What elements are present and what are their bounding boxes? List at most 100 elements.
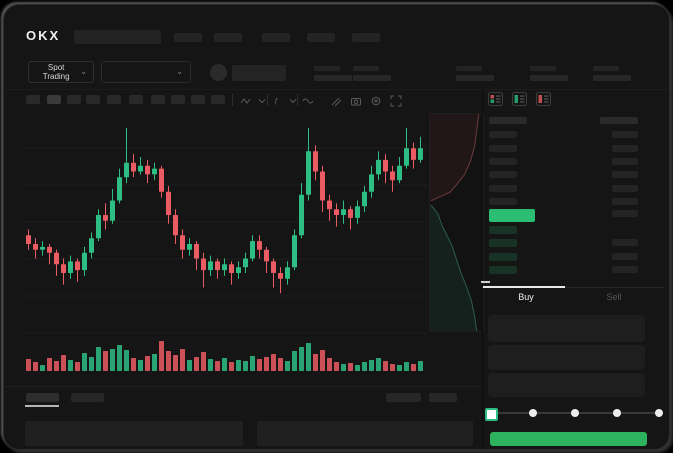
interval-button-placeholder[interactable] [67, 95, 81, 104]
chevron-down-icon: ⌄ [80, 67, 87, 76]
function-icon[interactable]: f [272, 94, 284, 107]
book-all-icon[interactable] [488, 92, 503, 106]
buy-submit-button[interactable] [490, 432, 647, 446]
ask-price-placeholder[interactable] [489, 158, 517, 165]
nav-item-placeholder[interactable] [352, 33, 380, 42]
current-price-bar[interactable] [489, 209, 535, 222]
ticker-stat-placeholder [530, 75, 568, 81]
bid-price-placeholder[interactable] [489, 239, 517, 247]
ticker-stat-placeholder [530, 66, 556, 71]
tab-sell[interactable]: Sell [606, 292, 622, 302]
order-total-input-placeholder[interactable] [488, 373, 645, 397]
ask-price-placeholder[interactable] [489, 198, 517, 205]
bottom-action-placeholder[interactable] [386, 393, 421, 402]
interval-button-placeholder[interactable] [191, 95, 205, 104]
book-asks-icon[interactable] [536, 92, 551, 106]
tab-divider [482, 287, 664, 288]
ask-amount-placeholder[interactable] [612, 158, 638, 165]
draw-tools-icon[interactable] [330, 94, 342, 107]
ticker-stat-placeholder [314, 66, 340, 71]
interval-button-placeholder[interactable] [171, 95, 185, 104]
chevron-down-icon[interactable] [287, 94, 299, 106]
ticker-stat-placeholder [456, 75, 494, 81]
tab-buy[interactable]: Buy [518, 292, 534, 302]
nav-item-placeholder[interactable] [262, 33, 290, 42]
bottom-tab-orders[interactable] [26, 393, 59, 402]
ask-amount-placeholder[interactable] [612, 185, 638, 192]
ask-amount-placeholder[interactable] [612, 210, 638, 217]
bottom-action-placeholder[interactable] [429, 393, 457, 402]
ask-amount-placeholder[interactable] [612, 198, 638, 205]
last-price-tick [481, 281, 490, 283]
order-price-input-placeholder[interactable] [488, 315, 645, 342]
chevron-down-icon[interactable] [256, 94, 268, 106]
ask-amount-placeholder[interactable] [612, 131, 638, 138]
bid-amount-placeholder[interactable] [612, 239, 638, 246]
interval-button-placeholder[interactable] [26, 95, 40, 104]
wave-icon[interactable] [302, 94, 314, 106]
ticker-stat-placeholder [593, 66, 619, 71]
nav-item-placeholder[interactable] [307, 33, 335, 42]
nav-item-placeholder[interactable] [214, 33, 242, 42]
slider-step-dot[interactable] [655, 409, 663, 417]
bottom-tab-history[interactable] [71, 393, 104, 402]
bottom-divider [4, 386, 482, 387]
bottom-active-tab-indicator [25, 405, 59, 407]
topnav-placeholder [74, 30, 161, 44]
settings-icon[interactable] [370, 94, 382, 106]
zigzag-icon[interactable] [240, 94, 252, 106]
ask-amount-placeholder[interactable] [612, 171, 638, 178]
depth-chart-panel [429, 113, 484, 332]
bid-amount-placeholder[interactable] [612, 266, 638, 273]
last-price-placeholder [232, 65, 286, 81]
bottom-content-panel [25, 421, 243, 446]
bid-price-placeholder[interactable] [489, 266, 517, 274]
orderbook-header-placeholder [600, 117, 638, 124]
market-type-label: Spot Trading [42, 63, 70, 81]
header-divider [4, 89, 669, 90]
active-tab-indicator [483, 286, 565, 288]
nav-item-placeholder[interactable] [174, 33, 202, 42]
ask-price-placeholder[interactable] [489, 145, 517, 152]
interval-button-placeholder[interactable] [107, 95, 121, 104]
ask-price-placeholder[interactable] [489, 131, 517, 138]
orderbook-header-placeholder [489, 117, 527, 124]
ticker-stat-placeholder [314, 75, 352, 81]
bottom-content-panel [257, 421, 473, 446]
vertical-divider [482, 85, 483, 449]
slider-step-dot[interactable] [571, 409, 579, 417]
market-type-selector[interactable]: Spot Trading ⌄ [28, 61, 94, 83]
toolbar-divider [232, 94, 233, 106]
ticker-stat-placeholder [353, 66, 379, 71]
bid-amount-placeholder[interactable] [612, 253, 638, 260]
fullscreen-icon[interactable] [390, 94, 402, 107]
svg-text:f: f [275, 97, 279, 107]
bid-price-placeholder[interactable] [489, 226, 517, 234]
okx-logo: OKX [26, 28, 61, 43]
book-bids-icon[interactable] [512, 92, 527, 106]
interval-button-placeholder[interactable] [151, 95, 165, 104]
depth-chart [430, 113, 480, 332]
interval-button-placeholder[interactable] [47, 95, 61, 104]
toolbar-divider [297, 94, 298, 106]
app-window: OKX Spot Trading ⌄ ⌄ f Buy Sell [3, 4, 670, 450]
interval-button-placeholder[interactable] [86, 95, 100, 104]
device-bottom-bezel [4, 449, 669, 450]
ticker-stat-placeholder [353, 75, 391, 81]
camera-icon[interactable] [350, 94, 362, 106]
ask-price-placeholder[interactable] [489, 185, 517, 192]
interval-button-placeholder[interactable] [211, 95, 225, 104]
ask-amount-placeholder[interactable] [612, 145, 638, 152]
ticker-stat-placeholder [456, 66, 482, 71]
slider-step-dot[interactable] [613, 409, 621, 417]
candlestick-chart[interactable] [22, 113, 428, 339]
chevron-down-icon: ⌄ [176, 67, 183, 76]
order-amount-input-placeholder[interactable] [488, 345, 645, 370]
pair-selector[interactable]: ⌄ [101, 61, 191, 83]
volume-chart [26, 341, 423, 371]
bid-price-placeholder[interactable] [489, 253, 517, 261]
ask-price-placeholder[interactable] [489, 171, 517, 178]
slider-handle[interactable] [485, 408, 498, 421]
interval-button-placeholder[interactable] [129, 95, 143, 104]
slider-step-dot[interactable] [529, 409, 537, 417]
